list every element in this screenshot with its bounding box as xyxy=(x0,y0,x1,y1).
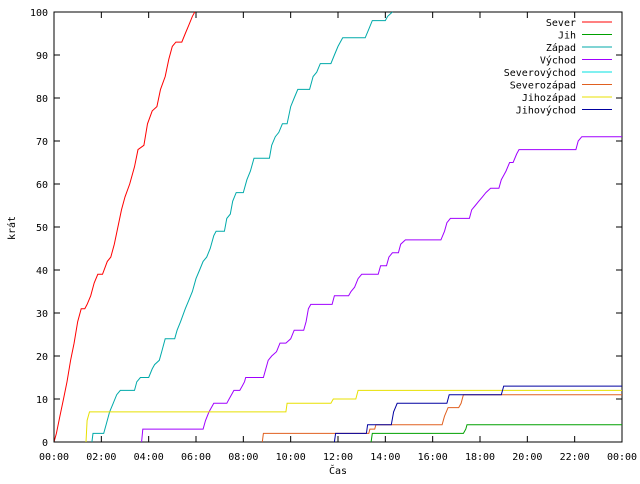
x-tick-label: 14:00 xyxy=(370,452,400,463)
y-tick-label: 100 xyxy=(30,8,48,19)
y-tick-label: 90 xyxy=(36,51,48,62)
x-tick-label: 08:00 xyxy=(228,452,258,463)
x-tick-label: 00:00 xyxy=(39,452,69,463)
legend-label: Jihovýchod xyxy=(516,105,576,117)
x-tick-label: 16:00 xyxy=(418,452,448,463)
x-tick-label: 22:00 xyxy=(560,452,590,463)
y-tick-label: 20 xyxy=(36,352,48,363)
y-tick-label: 70 xyxy=(36,137,48,148)
x-tick-label: 00:00 xyxy=(607,452,637,463)
series-line-7 xyxy=(333,385,622,443)
legend-label: Východ xyxy=(540,55,576,67)
x-tick-label: 18:00 xyxy=(465,452,495,463)
legend-label: Západ xyxy=(546,42,576,54)
series-line-3 xyxy=(141,136,622,443)
y-tick-label: 80 xyxy=(36,94,48,105)
legend-label: Jihozápad xyxy=(522,92,576,104)
legend-label: Severozápad xyxy=(510,80,576,92)
y-tick-label: 40 xyxy=(36,266,48,277)
series-line-1 xyxy=(370,424,622,443)
x-tick-label: 04:00 xyxy=(134,452,164,463)
y-tick-label: 10 xyxy=(36,395,48,406)
series-line-5 xyxy=(261,394,622,443)
series-line-2 xyxy=(91,11,393,443)
x-tick-label: 12:00 xyxy=(323,452,353,463)
legend-label: Sever xyxy=(546,18,576,29)
y-tick-label: 60 xyxy=(36,180,48,191)
x-tick-label: 10:00 xyxy=(276,452,306,463)
y-axis-label: krát xyxy=(6,216,18,240)
legend: Sever JihZápadVýchodSeverovýchodSeverozáp… xyxy=(504,18,612,117)
legend-label: Severovýchod xyxy=(504,67,576,79)
x-tick-label: 20:00 xyxy=(512,452,542,463)
x-axis-label: Čas xyxy=(329,464,347,477)
y-tick-label: 30 xyxy=(36,309,48,320)
y-tick-label: 0 xyxy=(42,438,48,449)
y-tick-label: 50 xyxy=(36,223,48,234)
legend-label: Jih xyxy=(558,31,576,42)
x-tick-label: 02:00 xyxy=(86,452,116,463)
series-line-0 xyxy=(53,11,196,443)
x-tick-label: 06:00 xyxy=(181,452,211,463)
series-line-6 xyxy=(85,389,622,443)
